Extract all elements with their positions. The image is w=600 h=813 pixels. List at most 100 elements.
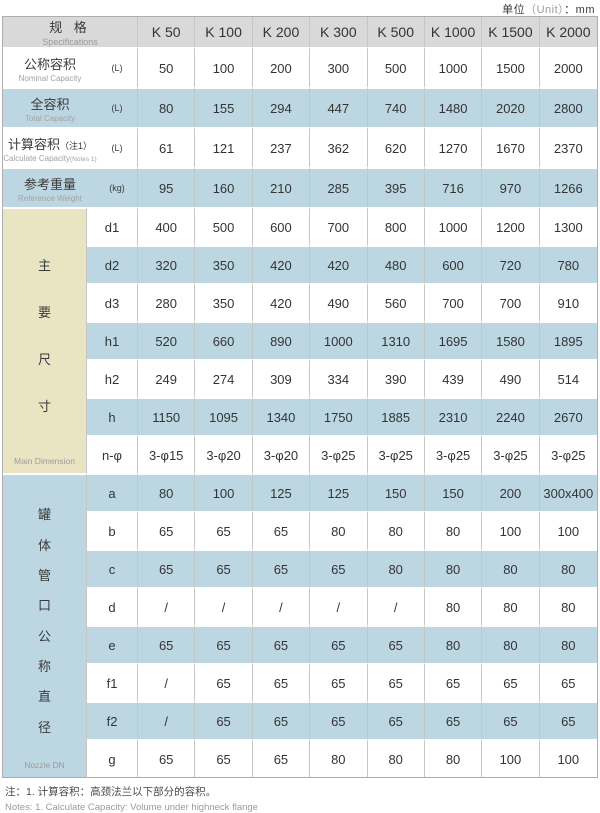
data-cell: 2240 (482, 397, 540, 435)
data-cell: 910 (539, 283, 597, 321)
data-cell: 3-φ25 (539, 435, 597, 473)
data-cell: 65 (252, 549, 311, 587)
side-char: 管 (37, 567, 51, 583)
data-cell: 65 (539, 663, 597, 701)
data-cell: 2800 (539, 87, 597, 127)
row-label-cn: 公称容积 (23, 56, 76, 72)
row-label-cell: 公称容积 Nominal Capacity (L) (3, 47, 138, 87)
data-cell: 660 (195, 321, 253, 359)
data-cell: 80 (424, 739, 483, 777)
data-cell: 65 (195, 739, 253, 777)
data-cell: 700 (482, 283, 540, 321)
data-cell: / (138, 701, 196, 739)
data-cell: 100 (539, 511, 597, 549)
data-cell: 65 (195, 663, 253, 701)
data-cell: / (195, 587, 253, 625)
data-cell: 309 (252, 359, 311, 397)
data-cell: 65 (539, 701, 597, 739)
table-row: f2/65 65 65 65 65 65 65 (3, 701, 597, 739)
spec-header-cell: 规 格 Specifications (3, 17, 138, 47)
data-cell: 80 (367, 511, 425, 549)
side-char: 要 (37, 305, 51, 320)
data-cell: 420 (310, 245, 368, 283)
row-label-en: Calculate Capacity(Notes 1) (3, 153, 97, 163)
data-cell: 65 (252, 511, 311, 549)
data-cell: 2020 (482, 87, 540, 127)
table-row: n-φ 3-φ15 3-φ20 3-φ20 3-φ25 3-φ25 3-φ25 3-φ25 3-… (3, 435, 597, 473)
side-char: 罐 (37, 507, 51, 523)
data-cell: 80 (424, 511, 483, 549)
data-cell: 600 (424, 245, 483, 283)
data-cell: 80 (310, 511, 368, 549)
header-row: 规 格 Specifications K 50 K 100 K 200 K 300 K 50… (3, 17, 597, 47)
table-row: d3 280 350 420 490 560 700 700 910 (3, 283, 597, 321)
data-cell: 80 (138, 87, 196, 127)
dimension-label: d3 (87, 283, 138, 321)
data-cell: 65 (252, 701, 311, 739)
data-cell: 800 (367, 207, 425, 245)
data-cell: 350 (195, 245, 253, 283)
section-side-label: 主要尺寸 Main Dimension (3, 207, 87, 473)
data-cell: 490 (482, 359, 540, 397)
unit-label-en: （Unit） (525, 4, 565, 16)
dimension-label: d (87, 587, 138, 625)
data-cell: 80 (482, 587, 540, 625)
data-cell: 420 (252, 245, 311, 283)
row-label-en: Nominal Capacity (18, 73, 82, 83)
data-cell: 3-φ25 (424, 435, 483, 473)
table-row: 参考重量 Reference Weight (kg) 95 160 210 285 395 71… (3, 167, 597, 207)
data-cell: 3-φ15 (138, 435, 196, 473)
data-cell: / (138, 587, 196, 625)
data-cell: 390 (367, 359, 425, 397)
row-unit: (L) (111, 63, 123, 73)
data-cell: 65 (482, 663, 540, 701)
data-cell: 447 (310, 87, 368, 127)
data-cell: 420 (252, 283, 311, 321)
section-side-en: Nozzle DN (24, 760, 65, 770)
data-cell: 620 (367, 127, 425, 167)
data-cell: 1095 (195, 397, 253, 435)
table-row: 主要尺寸 Main Dimension d1 400 500 600 700 800 1000 1… (3, 207, 597, 473)
data-cell: 80 (367, 549, 425, 587)
data-cell: 80 (138, 473, 196, 511)
column-header: K 1000 (424, 17, 483, 47)
unit-label: 单位（Unit）：mm (502, 1, 595, 17)
data-cell: 480 (367, 245, 425, 283)
data-cell: 80 (424, 625, 483, 663)
data-cell: / (252, 587, 311, 625)
data-cell: 100 (482, 511, 540, 549)
table-row: f1/65 65 65 65 65 65 65 (3, 663, 597, 701)
data-cell: 100 (539, 739, 597, 777)
side-char: 主 (37, 258, 51, 273)
data-cell: 61 (138, 127, 196, 167)
data-cell: 1670 (482, 127, 540, 167)
data-cell: 150 (367, 473, 425, 511)
data-cell: 1000 (310, 321, 368, 359)
data-cell: 362 (310, 127, 368, 167)
table-row: d / / / //80 80 80 (3, 587, 597, 625)
data-cell: 300 (310, 47, 368, 87)
data-cell: 65 (138, 739, 196, 777)
data-cell: 80 (424, 549, 483, 587)
dimension-label: c (87, 549, 138, 587)
table-row: h 1150 1095 1340 1750 1885 2310 2240 2670 (3, 397, 597, 435)
footnote-en: Notes: 1. Calculate Capacity: Volume und… (5, 802, 258, 813)
unit-label-cn: 单位 (502, 4, 526, 16)
data-cell: 1500 (482, 47, 540, 87)
dimension-label: h2 (87, 359, 138, 397)
table-row: b 65 65 65 80 80 80 100 100 (3, 511, 597, 549)
table-row: 公称容积 Nominal Capacity (L) 50 100 200 300 500 100… (3, 47, 597, 87)
data-cell: 65 (482, 701, 540, 739)
data-cell: 65 (195, 701, 253, 739)
data-cell: 1310 (367, 321, 425, 359)
row-label-cn: 计算容积（注1） (7, 136, 93, 152)
data-cell: 300x400 (539, 473, 597, 511)
data-cell: 80 (482, 625, 540, 663)
data-cell: 1200 (482, 207, 540, 245)
dimension-label: d1 (87, 207, 138, 245)
data-cell: 1340 (252, 397, 311, 435)
spec-header-en: Specifications (42, 37, 98, 47)
table-row: e 65 65 65 65 65 80 80 80 (3, 625, 597, 663)
row-label-cell: 计算容积（注1） Calculate Capacity(Notes 1) (L) (3, 127, 138, 167)
dimension-label: f2 (87, 701, 138, 739)
